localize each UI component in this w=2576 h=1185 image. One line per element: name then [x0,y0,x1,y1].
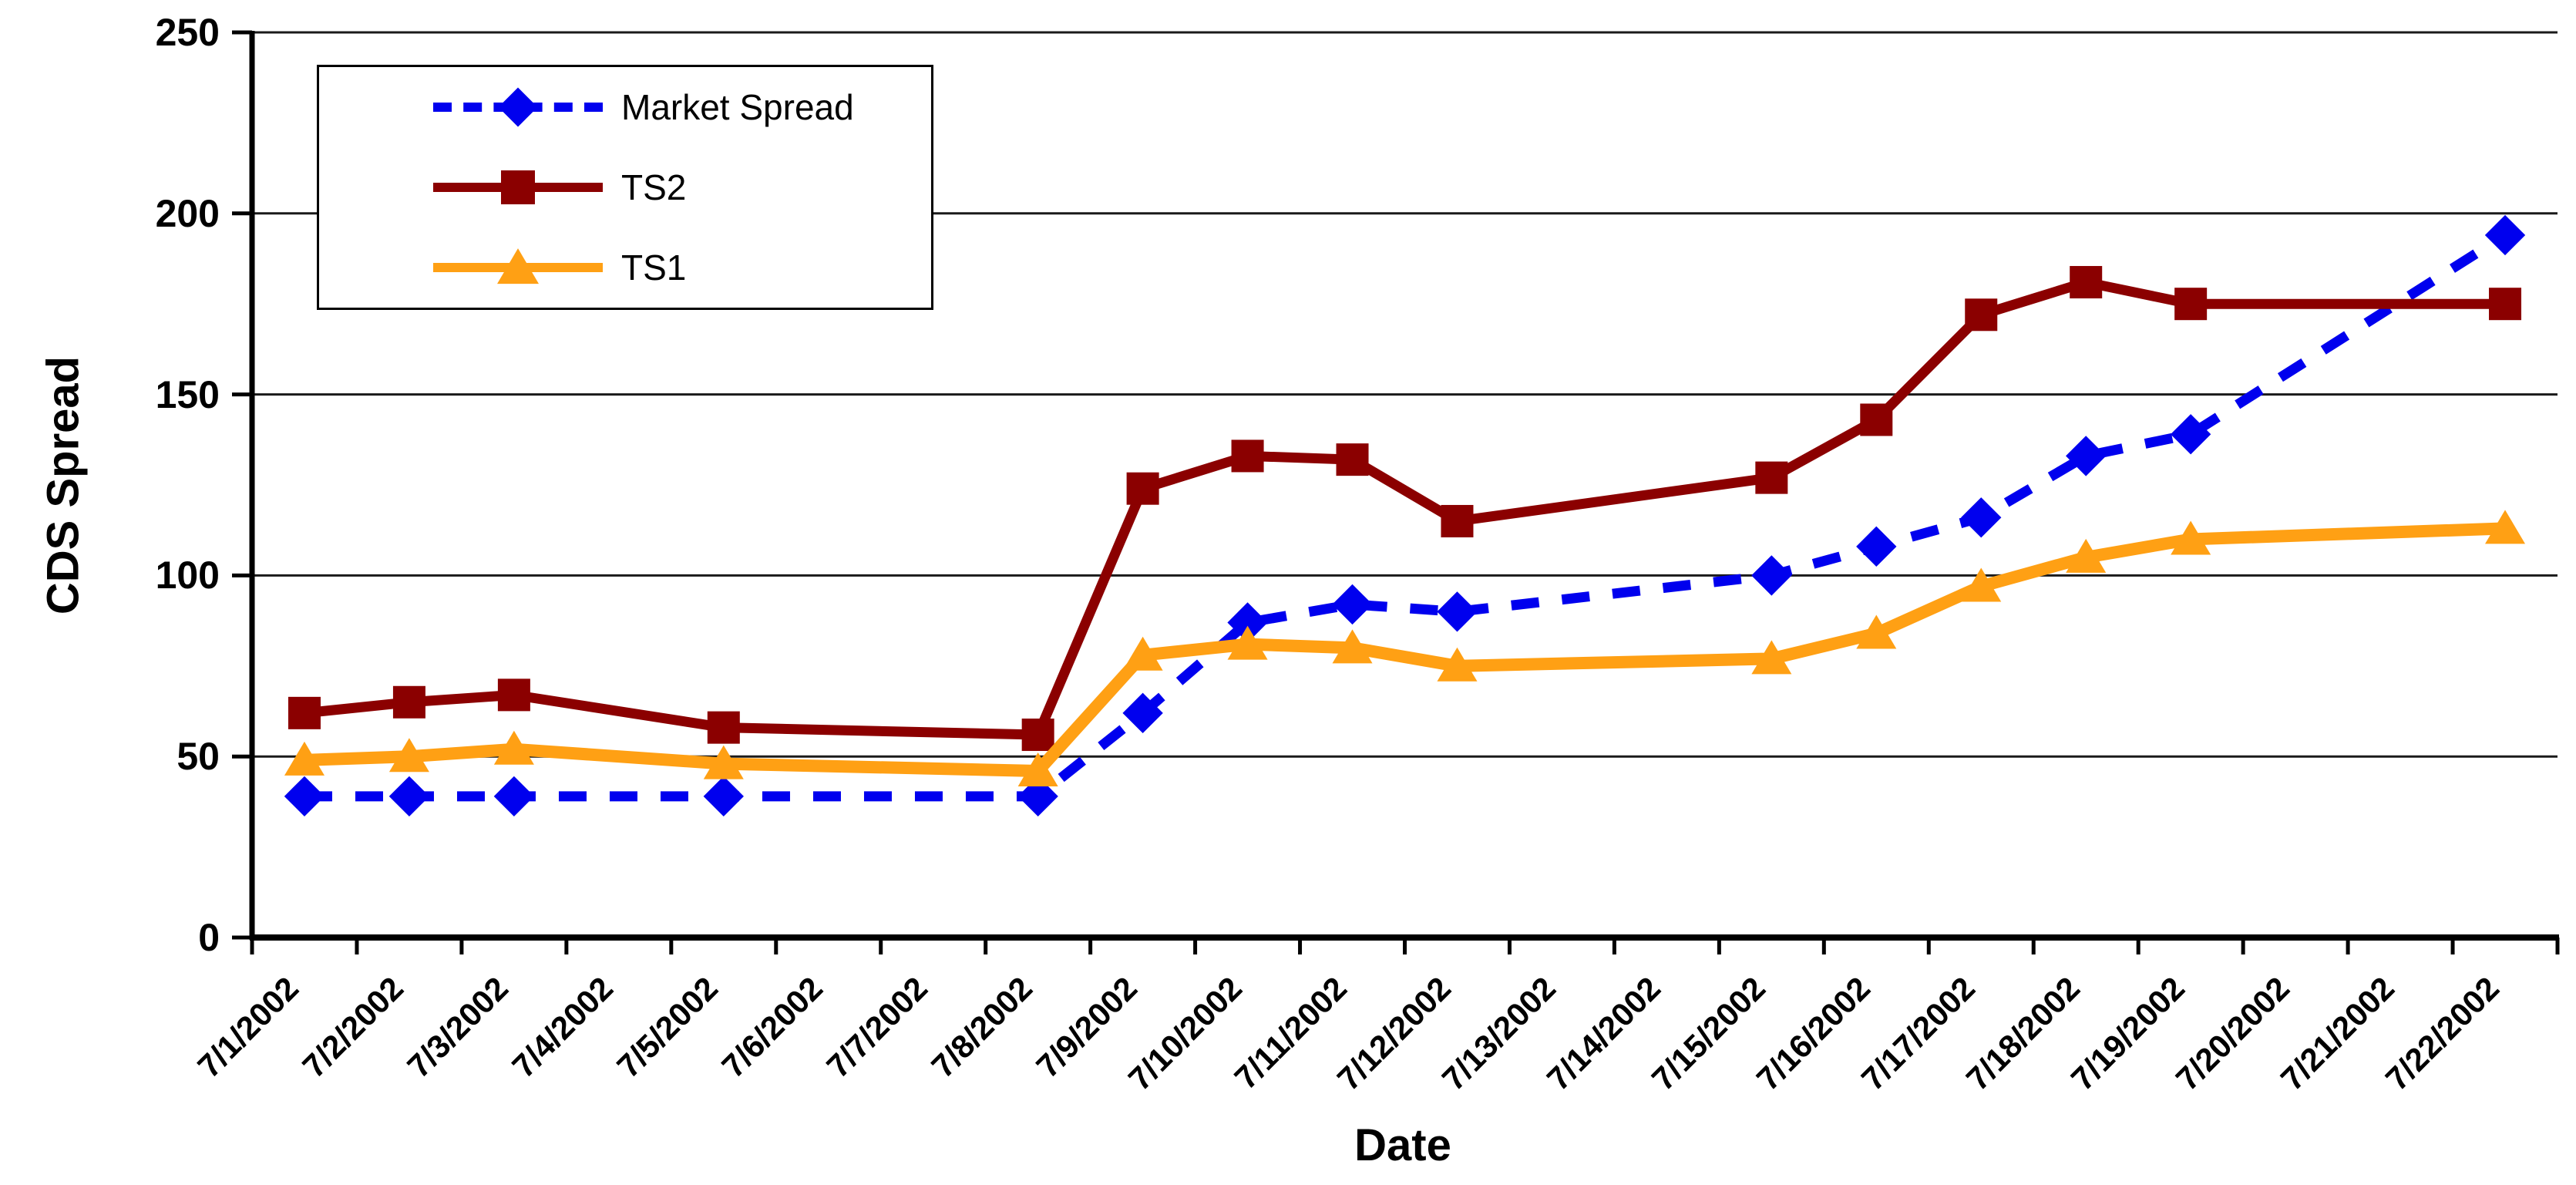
legend-sample-ts1 [433,247,603,288]
x-axis-title: Date [1354,1120,1451,1170]
square-marker-icon [1965,298,1998,332]
y-tick-label: 100 [155,554,220,598]
diamond-marker-icon [1122,692,1163,734]
square-marker-icon [1860,403,1893,436]
legend-sample-ts2 [433,167,603,207]
diamond-marker-icon [2066,436,2107,476]
triangle-marker-icon [497,248,539,284]
y-tick-label: 150 [155,372,220,416]
square-marker-icon [1021,719,1054,752]
y-tick-label: 0 [198,916,220,959]
square-marker-icon [392,685,425,719]
diamond-marker-icon [1751,555,1792,596]
triangle-marker-icon [1856,614,1897,649]
series-ts1 [284,510,2526,786]
legend-label: TS1 [621,247,687,288]
legend-item-market-spread: Market Spread [319,86,931,128]
legend-sample-market-spread [433,87,603,127]
diamond-marker-icon [284,776,325,817]
triangle-marker-icon [493,730,534,765]
square-marker-icon [1336,443,1369,476]
diamond-marker-icon [498,87,538,127]
diamond-marker-icon [1332,584,1373,625]
triangle-marker-icon [1227,625,1268,660]
diamond-marker-icon [493,776,535,817]
square-marker-icon [1441,504,1474,537]
square-marker-icon [2174,288,2208,321]
square-marker-icon [1231,439,1264,473]
series-line-ts2 [304,277,2506,740]
square-marker-icon [1755,461,1788,494]
y-tick-label: 50 [177,735,220,779]
triangle-marker-icon [2066,538,2107,573]
series-line-market-spread [304,231,2508,802]
y-tick-label: 250 [155,11,220,54]
square-marker-icon [288,696,321,729]
legend-label: TS2 [621,167,687,207]
diamond-marker-icon [1856,526,1897,567]
diamond-marker-icon [1227,602,1268,643]
series-ts2 [288,266,2522,752]
diamond-marker-icon [2484,214,2526,256]
legend-item-ts2: TS2 [319,167,931,208]
series-line-ts1 [304,522,2506,778]
triangle-marker-icon [1437,647,1478,682]
square-marker-icon [501,170,535,204]
triangle-marker-icon [1751,640,1792,675]
y-axis-title: CDS Spread [38,355,89,615]
square-marker-icon [1126,472,1159,505]
triangle-marker-icon [1332,629,1373,664]
y-tick-label: 200 [155,191,220,235]
square-marker-icon [707,711,740,744]
diamond-marker-icon [1437,591,1478,632]
square-marker-icon [2070,266,2103,299]
square-marker-icon [2489,288,2522,321]
legend: Market Spread TS2 TS1 [317,65,933,310]
diamond-marker-icon [1961,497,2002,538]
triangle-marker-icon [284,741,325,776]
triangle-marker-icon [1017,752,1058,786]
triangle-marker-icon [2485,510,2526,544]
triangle-marker-icon [703,745,744,779]
legend-label: Market Spread [621,87,854,127]
triangle-marker-icon [1122,636,1163,671]
diamond-marker-icon [388,776,430,817]
triangle-marker-icon [2171,520,2211,555]
legend-item-ts1: TS1 [319,247,931,288]
square-marker-icon [497,678,530,712]
triangle-marker-icon [388,738,429,773]
diamond-marker-icon [703,776,744,817]
triangle-marker-icon [1961,567,2002,602]
